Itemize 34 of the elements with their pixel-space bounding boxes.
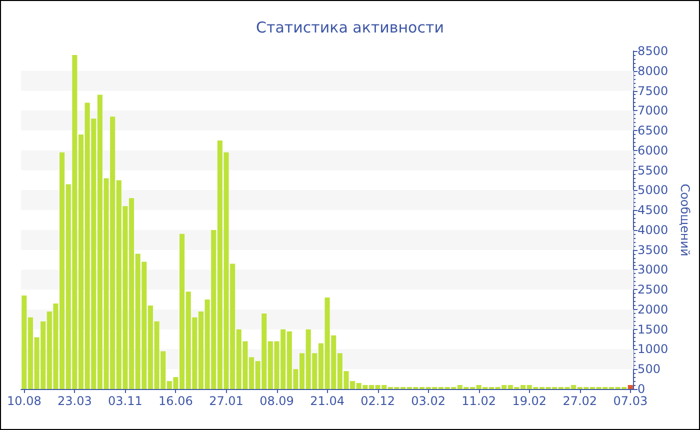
- y-tick-label: 2500: [638, 282, 668, 297]
- y-tick-label: 5000: [638, 183, 668, 198]
- y-tick-label: 7500: [638, 84, 668, 98]
- y-tick-label: 5500: [638, 163, 668, 178]
- x-tick-label: 19.02: [512, 394, 547, 408]
- y-tick-label: 8000: [638, 64, 668, 78]
- x-tick-label: 27.02: [562, 394, 598, 408]
- x-tick-label: 23.03: [58, 394, 92, 408]
- x-tick-label: 03.02: [411, 394, 446, 408]
- x-tick-label: 16.06: [158, 394, 193, 408]
- y-tick-label: 4000: [638, 222, 668, 237]
- x-tick-label: 21.04: [310, 394, 344, 408]
- y-tick-label: 1500: [638, 322, 668, 336]
- x-tick-label: 27.01: [209, 394, 244, 408]
- y-tick-label: 3500: [638, 242, 668, 257]
- y-tick-label: 2000: [638, 302, 668, 316]
- y-tick-label: 6500: [638, 124, 668, 138]
- y-axis-title: Сообщений: [678, 184, 692, 256]
- y-tick-label: 6000: [638, 143, 668, 158]
- x-tick-label: 03.11: [108, 394, 142, 408]
- y-tick-label: 8500: [638, 44, 668, 58]
- y-tick-label: 3000: [638, 262, 668, 277]
- bar: [628, 385, 633, 389]
- y-tick-label: 500: [638, 362, 660, 376]
- x-tick-label: 11.02: [462, 394, 496, 408]
- x-tick-label: 08.09: [260, 394, 294, 408]
- x-tick-label: 07.03: [613, 394, 648, 408]
- y-tick-label: 1000: [638, 342, 668, 356]
- x-tick-label: 02.12: [360, 394, 395, 408]
- y-tick-label: 7000: [638, 104, 668, 118]
- x-tick-label: 10.08: [6, 394, 42, 408]
- y-tick-label: 4500: [638, 203, 668, 218]
- chart-title: Статистика активности: [256, 18, 444, 36]
- y-tick-label: 0: [638, 382, 646, 396]
